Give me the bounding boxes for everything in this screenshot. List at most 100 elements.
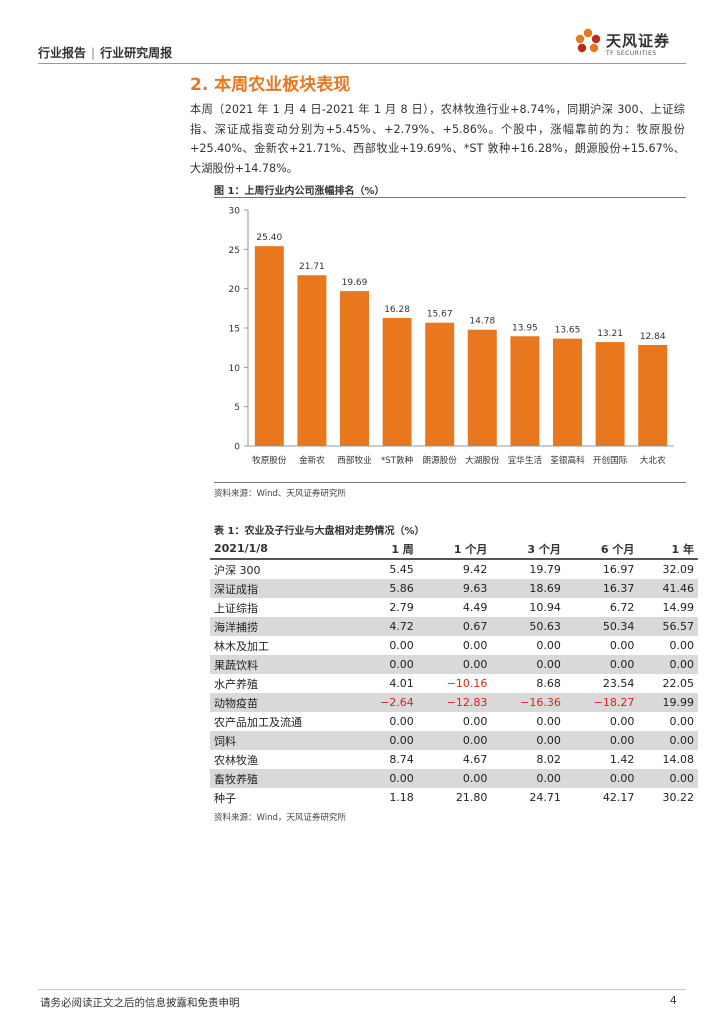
bar-value-label: 14.78 — [469, 317, 495, 327]
y-tick-label: 10 — [229, 364, 241, 374]
table-cell: 0.00 — [536, 639, 561, 652]
table-cell: 0.00 — [609, 639, 635, 652]
table-header-period: 3 个月 — [491, 539, 565, 560]
x-tick-label: 牧原股份 — [252, 454, 287, 466]
table-cell: 0.00 — [609, 715, 635, 728]
table-cell: 0.00 — [638, 731, 698, 750]
bar — [425, 322, 455, 446]
row-label: 沪深 300 — [214, 563, 261, 577]
bar — [340, 291, 369, 446]
x-tick-label: 西部牧业 — [337, 454, 372, 466]
table-cell: 23.54 — [602, 677, 635, 690]
table-row: 沪深 300 5.45 9.42 19.79 16.97 32.09 — [210, 559, 698, 579]
table-cell: 42.17 — [602, 791, 635, 804]
table-cell: 14.08 — [662, 753, 695, 766]
table-header-date: 2021/1/8 — [210, 539, 355, 560]
table-cell: 41.46 — [638, 579, 698, 598]
bar-value-label: 15.67 — [427, 310, 453, 320]
table-cell: 50.34 — [564, 617, 639, 636]
table-cell: 8.02 — [536, 753, 561, 766]
table-header-period: 1 年 — [638, 539, 698, 560]
bar-value-label: 12.84 — [640, 332, 666, 342]
table-cell: 0.00 — [462, 639, 488, 652]
table-cell: 0.00 — [354, 769, 418, 788]
table-cell: 18.69 — [491, 579, 565, 598]
table-cell: 50.63 — [491, 617, 565, 636]
row-label: 畜牧养殖 — [210, 769, 355, 788]
bar — [382, 317, 412, 446]
table-cell: 0.00 — [638, 655, 698, 674]
table-cell: 5.86 — [354, 579, 418, 598]
x-tick-label: 朗源股份 — [423, 454, 458, 466]
table-cell: 56.57 — [638, 617, 698, 636]
table-cell: 0.00 — [389, 715, 414, 728]
bar — [638, 344, 668, 446]
table-cell: 22.05 — [662, 677, 695, 690]
table-cell: 19.99 — [638, 693, 698, 712]
table-source: 资料来源：Wind，天风证券研究所 — [214, 813, 346, 823]
bar-value-label: 13.65 — [555, 326, 581, 336]
row-label: 深证成指 — [210, 579, 355, 598]
figure-title: 图 1：上周行业内公司涨幅排名（%） — [214, 186, 385, 197]
row-label: 动物疫苗 — [210, 693, 355, 712]
table-row: 农林牧渔 8.74 4.67 8.02 1.42 14.08 — [210, 750, 698, 769]
row-label: 果蔬饮料 — [210, 655, 355, 674]
table-row: 水产养殖 4.01 −10.16 8.68 23.54 22.05 — [210, 674, 698, 693]
table-cell: 21.80 — [455, 791, 488, 804]
table-cell: 4.49 — [462, 601, 488, 614]
x-tick-label: 大北农 — [640, 454, 666, 466]
table-row: 深证成指 5.86 9.63 18.69 16.37 41.46 — [210, 579, 698, 598]
bar-value-label: 21.71 — [299, 262, 325, 272]
table-cell: 6.72 — [609, 601, 635, 614]
table-row: 饲料 0.00 0.00 0.00 0.00 0.00 — [210, 731, 698, 750]
row-label: 海洋捕捞 — [210, 617, 355, 636]
table-row: 果蔬饮料 0.00 0.00 0.00 0.00 0.00 — [210, 655, 698, 674]
report-subtype: 行业研究周报 — [100, 46, 173, 60]
y-tick-label: 5 — [234, 403, 240, 413]
bar — [510, 336, 540, 446]
table-row: 上证综指 2.79 4.49 10.94 6.72 14.99 — [210, 598, 698, 617]
x-tick-label: 金新农 — [299, 454, 325, 466]
page-number: 4 — [670, 995, 677, 1007]
y-tick-label: 30 — [229, 207, 241, 217]
table-cell: 0.67 — [417, 617, 492, 636]
figure-bottom-rule — [214, 482, 686, 483]
table-cell: 0.00 — [354, 655, 418, 674]
summary-paragraph: 本周（2021 年 1 月 4 日-2021 年 1 月 8 日），农林牧渔行业… — [190, 103, 685, 175]
table-cell: 0.00 — [564, 655, 639, 674]
table-cell: 32.09 — [662, 563, 695, 576]
table-cell: 0.00 — [462, 715, 488, 728]
table-header-period: 1 周 — [354, 539, 418, 560]
table-header-period: 1 个月 — [417, 539, 492, 560]
table-cell: 0.00 — [354, 731, 418, 750]
logo-text: 天风证券 — [606, 32, 671, 50]
bar — [297, 275, 327, 446]
table-cell: 0.00 — [536, 715, 561, 728]
table-cell: 9.42 — [462, 563, 488, 576]
header-separator: | — [91, 46, 96, 60]
table-cell: 2.79 — [389, 601, 414, 614]
bar-value-label: 16.28 — [384, 305, 410, 315]
x-tick-label: 宜华生活 — [508, 454, 543, 466]
table-row: 海洋捕捞 4.72 0.67 50.63 50.34 56.57 — [210, 617, 698, 636]
figure-source: 资料来源：Wind、天风证券研究所 — [214, 489, 346, 499]
table-cell: 16.37 — [564, 579, 639, 598]
table-cell: −10.16 — [446, 677, 488, 690]
table-cell: 1.18 — [389, 791, 414, 804]
table-cell: −12.83 — [417, 693, 492, 712]
row-label: 上证综指 — [214, 601, 258, 615]
table-cell: 0.00 — [491, 731, 565, 750]
table-cell: 8.74 — [389, 753, 414, 766]
table-cell: 24.71 — [529, 791, 561, 804]
table-cell: 0.00 — [417, 769, 492, 788]
bar-value-label: 25.40 — [256, 233, 282, 243]
table-cell: 0.00 — [669, 715, 695, 728]
bar — [467, 329, 497, 446]
table-cell: 0.00 — [417, 655, 492, 674]
table-cell: 14.99 — [662, 601, 695, 614]
footer-disclaimer: 请务必阅读正文之后的信息披露和免责申明 — [40, 997, 240, 1009]
table-cell: 0.00 — [564, 731, 639, 750]
x-tick-label: *ST敦种 — [381, 454, 414, 466]
